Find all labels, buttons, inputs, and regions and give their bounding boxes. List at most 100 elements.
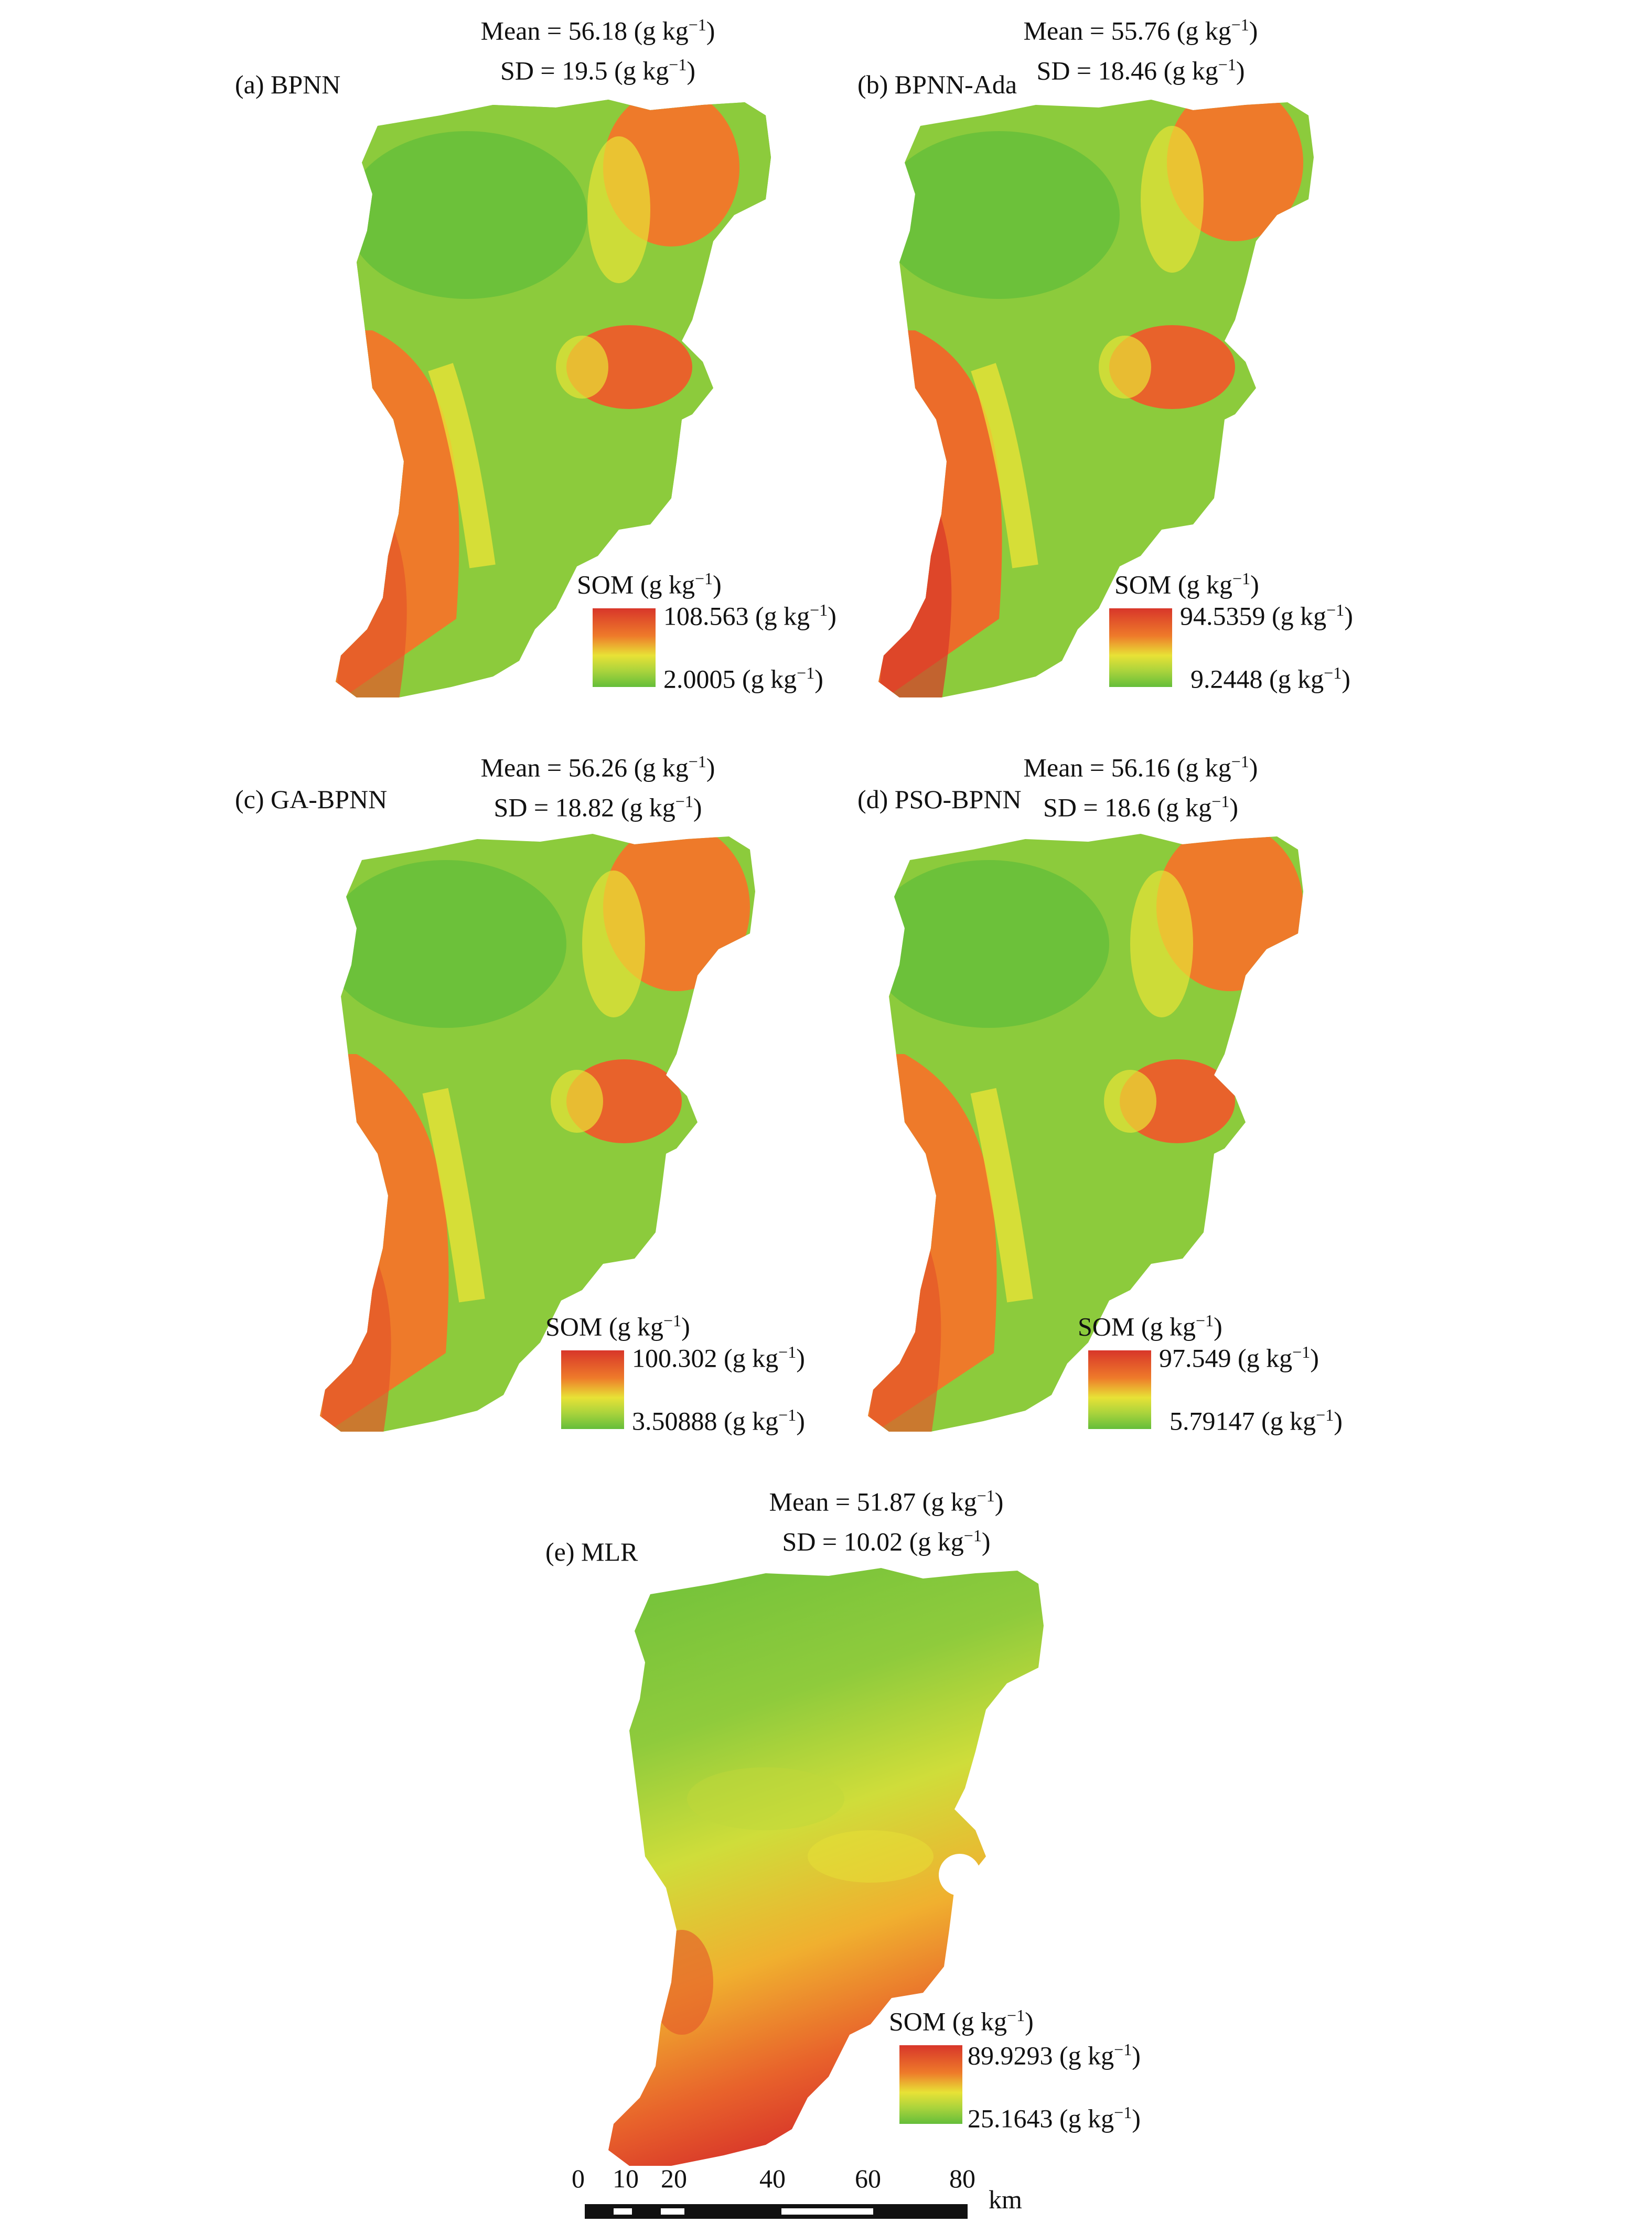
mean-text: Mean = 56.16 (g kg [1023,753,1231,782]
panel-label: (d) PSO-BPNN [857,785,1022,814]
legend-title: SOM (g kg−1) [1114,569,1259,600]
legend-min: 25.1643 (g kg−1) [968,2103,1141,2134]
sd-text: SD = 19.5 (g kg [500,56,669,85]
legend-max: 108.563 (g kg−1) [663,600,836,631]
scale-tick-label: 80 [949,2164,975,2193]
color-ramp [593,608,656,687]
unit-close: ) [814,664,823,694]
unit-close: ) [1236,56,1245,85]
legend-max: 100.302 (g kg−1) [632,1343,805,1373]
unit-close: ) [706,753,715,782]
unit-exponent: −1 [963,1526,982,1545]
scale-tick-label: 60 [855,2164,881,2193]
legend-min: 3.50888 (g kg−1) [632,1405,805,1436]
som-map [878,100,1314,697]
panel-label: (a) BPNN [235,70,341,99]
unit-exponent: −1 [797,663,815,682]
legend-min-text: 3.50888 (g kg [632,1406,779,1436]
unit-close: ) [681,1312,690,1341]
scale-bar-graphic [585,2204,968,2219]
unit-close: ) [994,1487,1004,1517]
scale-tick-label: 0 [572,2164,585,2193]
color-ramp [1109,608,1172,687]
legend-min: 2.0005 (g kg−1) [663,663,823,694]
legend-max: 94.5359 (g kg−1) [1180,600,1353,631]
unit-close: ) [713,570,722,599]
unit-exponent: −1 [810,600,828,619]
unit-close: ) [1344,601,1353,631]
mean-text: Mean = 56.18 (g kg [480,16,689,46]
som-map [320,834,755,1432]
unit-exponent: −1 [1114,2040,1132,2059]
legend-min-text: 9.2448 (g kg [1190,664,1324,694]
legend-max: 97.549 (g kg−1) [1159,1343,1319,1373]
unit-exponent: −1 [1231,752,1249,771]
som-map [608,1568,1044,2166]
legend-max: 89.9293 (g kg−1) [968,2040,1141,2071]
unit-close: ) [1342,664,1350,694]
legend-max-text: 94.5359 (g kg [1180,601,1327,631]
legend-min-text: 5.79147 (g kg [1170,1406,1316,1436]
legend-title-text: SOM (g kg [889,2006,1007,2036]
unit-exponent: −1 [688,15,706,34]
panel-label: (b) BPNN-Ada [857,70,1017,99]
unit-close: ) [1249,16,1258,46]
unit-exponent: −1 [1007,2006,1025,2025]
unit-exponent: −1 [778,1405,797,1424]
legend-max-text: 100.302 (g kg [632,1343,779,1373]
legend-max-text: 108.563 (g kg [663,601,810,631]
unit-close: ) [693,792,702,822]
unit-close: ) [1025,2006,1034,2036]
unit-exponent: −1 [688,752,706,771]
sd-text: SD = 18.82 (g kg [494,792,675,822]
unit-exponent: −1 [1231,15,1249,34]
unit-exponent: −1 [1218,55,1236,74]
stats-text: Mean = 56.26 (g kg−1) SD = 18.82 (g kg−1… [462,745,734,824]
legend-title: SOM (g kg−1) [545,1311,690,1342]
unit-close: ) [1132,2103,1141,2133]
unit-exponent: −1 [669,55,687,74]
panel-e: (e) MLR Mean = 51.87 (g kg−1) SD = 10.02… [0,1479,1652,2223]
legend-min: 9.2448 (g kg−1) [1190,663,1350,694]
unit-close: ) [706,16,715,46]
unit-exponent: −1 [778,1343,797,1361]
mean-text: Mean = 56.26 (g kg [480,753,689,782]
unit-close: ) [981,1527,991,1556]
unit-close: ) [796,1406,805,1436]
panel-b: (b) BPNN-Ada Mean = 55.76 (g kg−1) SD = … [826,0,1652,724]
legend-title: SOM (g kg−1) [889,2006,1034,2037]
scale-unit: km [989,2185,1022,2214]
unit-exponent: −1 [675,791,693,811]
unit-close: ) [1132,2041,1141,2070]
scale-tick-label: 20 [661,2164,687,2193]
unit-close: ) [686,56,695,85]
scale-tick-label: 10 [613,2164,639,2193]
unit-close: ) [1310,1343,1319,1373]
mean-text: Mean = 55.76 (g kg [1023,16,1231,46]
unit-exponent: −1 [977,1486,995,1505]
unit-exponent: −1 [663,1311,682,1330]
unit-exponent: −1 [1114,2103,1132,2122]
unit-exponent: −1 [1326,600,1345,619]
legend-title-text: SOM (g kg [577,570,695,599]
scale-bar: 0 10 20 40 60 80 km [566,2163,1038,2221]
stats-text: Mean = 56.18 (g kg−1) SD = 19.5 (g kg−1) [462,8,734,87]
stats-text: Mean = 51.87 (g kg−1) SD = 10.02 (g kg−1… [750,1479,1023,1558]
unit-close: ) [796,1343,805,1373]
legend-min-text: 2.0005 (g kg [663,664,797,694]
legend-max-text: 89.9293 (g kg [968,2041,1114,2070]
legend-title: SOM (g kg−1) [577,569,722,600]
unit-exponent: −1 [1292,1343,1311,1361]
sd-text: SD = 18.46 (g kg [1036,56,1218,85]
sd-text: SD = 10.02 (g kg [782,1527,964,1556]
mean-text: Mean = 51.87 (g kg [769,1487,977,1517]
unit-close: ) [1229,792,1238,822]
panel-label: (e) MLR [545,1537,638,1566]
unit-exponent: −1 [1316,1405,1334,1424]
panel-c: (c) GA-BPNN Mean = 56.26 (g kg−1) SD = 1… [0,745,826,1468]
unit-exponent: −1 [1196,1311,1214,1330]
unit-close: ) [828,601,836,631]
unit-exponent: −1 [1211,791,1230,811]
legend-max-text: 97.549 (g kg [1159,1343,1293,1373]
scale-tick-label: 40 [759,2164,786,2193]
